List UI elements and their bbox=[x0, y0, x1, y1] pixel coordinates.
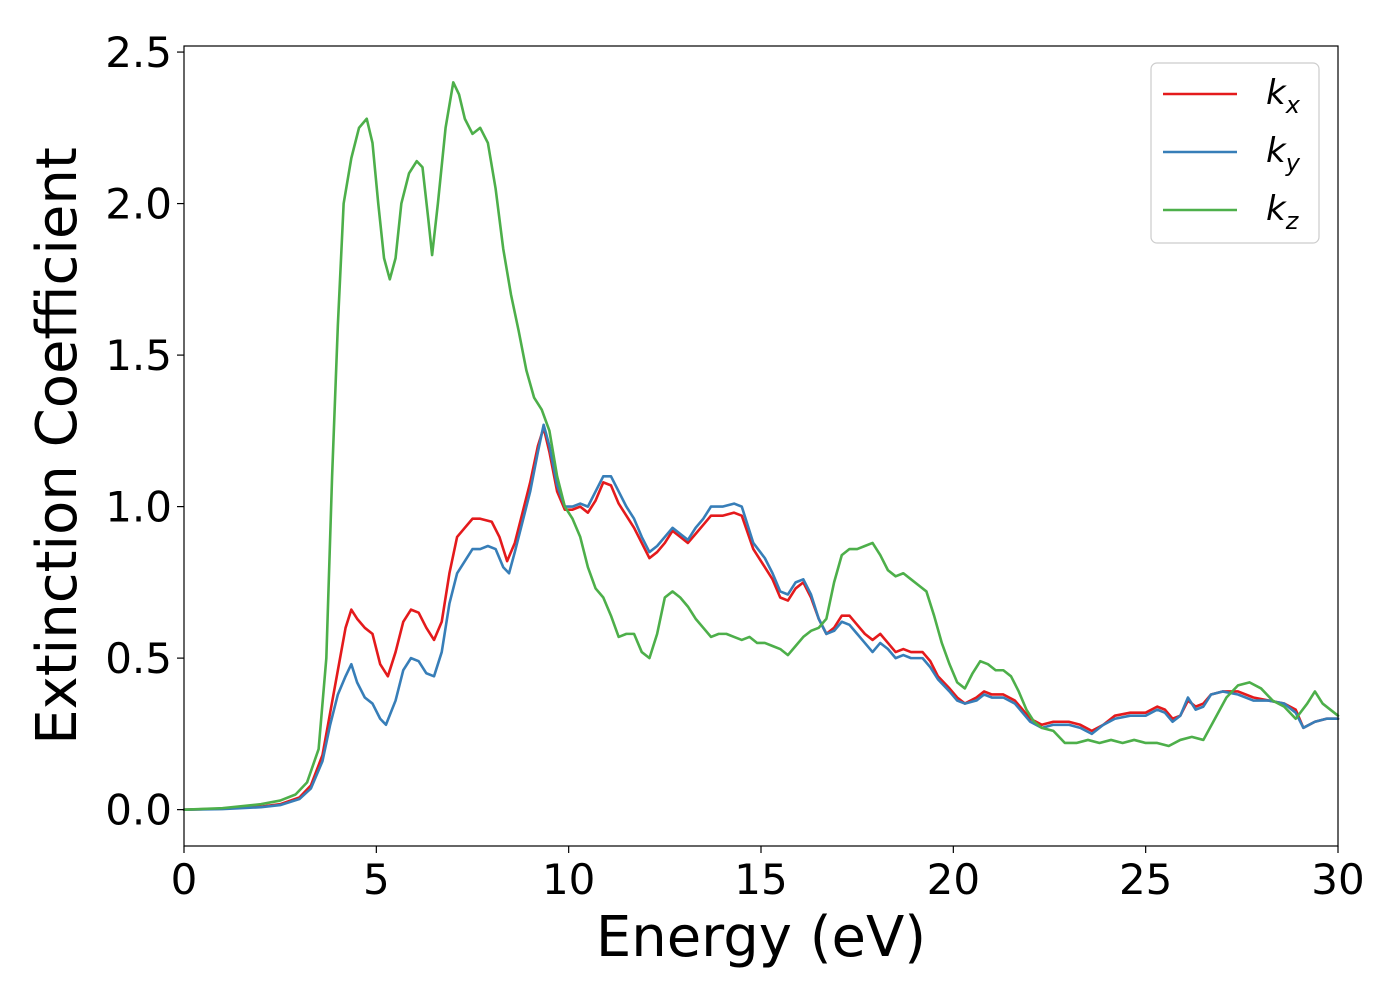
x-tick-label: 0 bbox=[171, 855, 198, 904]
legend-label-subscript: y bbox=[1285, 149, 1301, 177]
y-tick-label: 1.0 bbox=[105, 483, 172, 532]
x-tick-label: 25 bbox=[1119, 855, 1172, 904]
y-axis-title: Extinction Coefficient bbox=[25, 147, 90, 745]
legend-label-kz: kz bbox=[1266, 189, 1300, 235]
y-tick-label: 0.0 bbox=[105, 786, 172, 835]
y-tick-label: 0.5 bbox=[105, 634, 172, 683]
series-line-kx bbox=[182, 426, 1340, 811]
y-tick-label: 1.5 bbox=[105, 331, 172, 380]
series-line-ky bbox=[182, 423, 1340, 811]
x-tick-label: 10 bbox=[542, 855, 595, 904]
y-axis: 0.0 0.5 1.0 1.5 2.0 2.5 bbox=[105, 28, 184, 835]
x-axis: 0 5 10 15 20 25 30 bbox=[171, 846, 1365, 904]
legend-label-base: k bbox=[1266, 131, 1287, 171]
y-tick-label: 2.5 bbox=[105, 28, 172, 77]
legend-label-subscript: x bbox=[1285, 91, 1301, 119]
legend-label-kx: kx bbox=[1266, 73, 1301, 119]
x-tick-label: 15 bbox=[734, 855, 787, 904]
x-axis-title: Energy (eV) bbox=[596, 905, 926, 970]
series-layer bbox=[182, 81, 1340, 811]
y-tick-label: 2.0 bbox=[105, 180, 172, 229]
x-tick-label: 20 bbox=[927, 855, 980, 904]
x-tick-label: 5 bbox=[363, 855, 390, 904]
legend-label-subscript: z bbox=[1285, 207, 1300, 235]
series-line-kz bbox=[182, 81, 1340, 811]
legend-label-base: k bbox=[1266, 189, 1287, 229]
legend-label-base: k bbox=[1266, 73, 1287, 113]
legend-label-ky: ky bbox=[1266, 131, 1301, 177]
x-tick-label: 30 bbox=[1311, 855, 1364, 904]
